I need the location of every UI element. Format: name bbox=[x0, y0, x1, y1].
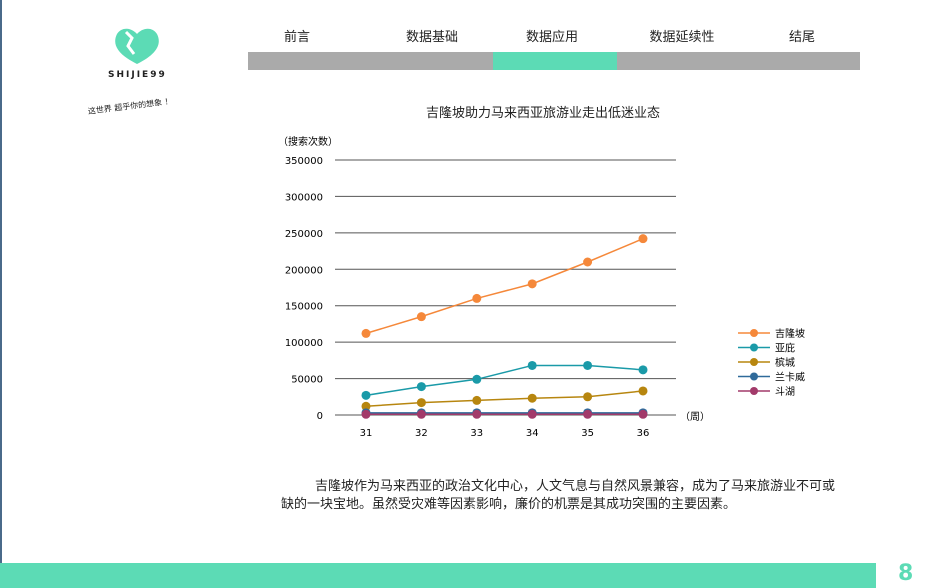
tab-data-basis[interactable]: 数据基础 bbox=[405, 30, 458, 45]
data-point bbox=[472, 409, 482, 419]
data-point bbox=[472, 395, 482, 405]
data-point bbox=[361, 390, 371, 400]
active-tab-indicator bbox=[493, 52, 617, 70]
x-tick-label: 32 bbox=[415, 428, 428, 439]
data-point bbox=[527, 409, 537, 419]
data-point bbox=[416, 398, 426, 408]
legend-marker bbox=[750, 358, 758, 366]
data-point bbox=[638, 234, 648, 244]
data-point bbox=[472, 293, 482, 303]
y-tick-label: 200000 bbox=[285, 265, 323, 276]
y-axis-label: （搜索次数） bbox=[278, 135, 338, 148]
series-line bbox=[365, 390, 644, 408]
series-line bbox=[365, 364, 644, 397]
data-point bbox=[583, 257, 593, 267]
data-point bbox=[361, 401, 371, 411]
footer-bar bbox=[0, 563, 876, 588]
x-tick-label: 34 bbox=[526, 428, 539, 439]
legend-marker bbox=[750, 343, 758, 352]
data-point bbox=[472, 374, 482, 384]
y-tick-label: 300000 bbox=[285, 192, 323, 203]
logo-icon bbox=[115, 28, 159, 64]
tab-ending[interactable]: 结尾 bbox=[788, 30, 815, 45]
top-nav: 前言 数据基础 数据应用 数据延续性 结尾 bbox=[248, 26, 860, 70]
description-paragraph: 吉隆坡作为马来西亚的政治文化中心，人文气息与自然风景兼容，成为了马来旅游业不可或… bbox=[281, 479, 836, 512]
data-point bbox=[527, 360, 537, 370]
y-tick-label: 50000 bbox=[291, 375, 323, 386]
legend-label: 斗湖 bbox=[775, 386, 795, 398]
x-axis-label: （周） bbox=[680, 411, 710, 423]
page-number: 8 bbox=[898, 561, 914, 586]
legend-label: 兰卡威 bbox=[775, 371, 805, 384]
x-tick-label: 31 bbox=[360, 428, 373, 439]
legend-label: 亚庇 bbox=[775, 342, 795, 355]
nav-progress-bar bbox=[248, 52, 860, 70]
y-tick-label: 250000 bbox=[285, 229, 323, 240]
tab-preface[interactable]: 前言 bbox=[283, 30, 310, 45]
legend-marker bbox=[750, 372, 758, 381]
data-point bbox=[361, 328, 371, 338]
x-tick-label: 35 bbox=[581, 428, 594, 439]
tab-data-continuity[interactable]: 数据延续性 bbox=[649, 30, 715, 45]
data-point bbox=[638, 386, 648, 396]
brand-name: SHIJIE99 bbox=[108, 70, 167, 80]
y-tick-label: 100000 bbox=[285, 338, 323, 349]
data-point bbox=[416, 409, 426, 419]
chart-title: 吉隆坡助力马来西亚旅游业走出低迷业态 bbox=[425, 106, 660, 121]
legend-label: 槟城 bbox=[775, 356, 795, 369]
y-tick-label: 0 bbox=[317, 411, 323, 422]
data-point bbox=[527, 279, 537, 289]
data-point bbox=[416, 312, 426, 322]
data-point bbox=[638, 365, 648, 375]
data-point bbox=[416, 382, 426, 392]
legend-marker bbox=[750, 329, 758, 337]
x-tick-label: 33 bbox=[470, 428, 483, 439]
data-point bbox=[583, 409, 593, 419]
legend-label: 吉隆坡 bbox=[775, 327, 805, 340]
data-point bbox=[583, 360, 593, 370]
x-tick-label: 36 bbox=[637, 428, 650, 439]
data-point bbox=[361, 409, 371, 419]
series-line bbox=[365, 237, 644, 335]
data-point bbox=[583, 392, 593, 402]
data-point bbox=[527, 393, 537, 403]
left-border bbox=[0, 0, 2, 588]
data-point bbox=[638, 409, 648, 419]
legend-marker bbox=[750, 387, 758, 395]
y-tick-label: 150000 bbox=[285, 302, 323, 313]
y-tick-label: 350000 bbox=[285, 156, 323, 167]
tab-data-application[interactable]: 数据应用 bbox=[525, 30, 578, 45]
